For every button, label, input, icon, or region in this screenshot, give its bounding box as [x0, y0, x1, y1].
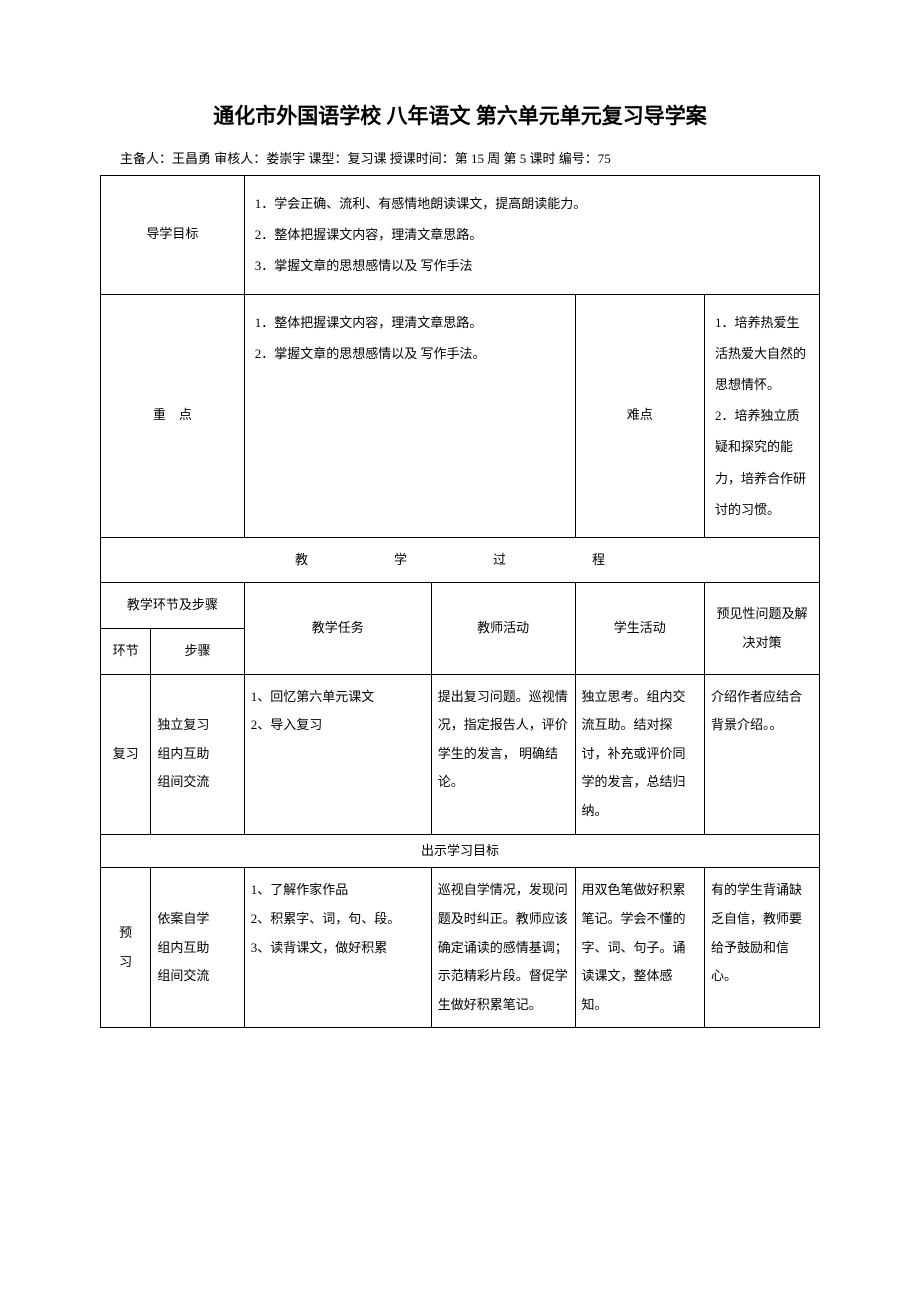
review-teacher: 提出复习问题。巡视情况，指定报告人，评价学生的发言， 明确结论。 — [431, 674, 575, 834]
document-meta: 主备人：王昌勇 审核人：娄崇宇 课型：复习课 授课时间：第 15 周 第 5 课… — [100, 148, 820, 167]
show-goals: 出示学习目标 — [101, 834, 820, 868]
row-goals: 导学目标 1．学会正确、流利、有感情地朗读课文，提高朗读能力。2．整体把握课文内… — [101, 176, 820, 295]
row-review: 复习 独立复习组内互助组间交流 1、回忆第六单元课文2、导入复习 提出复习问题。… — [101, 674, 820, 834]
header-teacher: 教师活动 — [431, 583, 575, 674]
header-steps: 步骤 — [151, 629, 244, 675]
row-show-goals: 出示学习目标 — [101, 834, 820, 868]
row-header-1: 教学环节及步骤 教学任务 教师活动 学生活动 预见性问题及解决对策 — [101, 583, 820, 629]
row-process-header: 教 学 过 程 — [101, 537, 820, 583]
header-issues: 预见性问题及解决对策 — [704, 583, 819, 674]
preview-student: 用双色笔做好积累笔记。学会不懂的字、词、句子。诵读课文，整体感知。 — [575, 868, 704, 1028]
row-keypoints: 重 点 1．整体把握课文内容，理清文章思路。2．掌握文章的思想感情以及 写作手法… — [101, 294, 820, 537]
review-issues: 介绍作者应结合背景介绍。。 — [704, 674, 819, 834]
header-task: 教学任务 — [244, 583, 431, 674]
preview-task: 1、了解作家作品2、积累字、词，句、段。3、读背课文，做好积累 — [244, 868, 431, 1028]
preview-teacher: 巡视自学情况，发现问题及时纠正。教师应该确定诵读的感情基调；示范精彩片段。督促学… — [431, 868, 575, 1028]
goals-label: 导学目标 — [101, 176, 245, 295]
review-student: 独立思考。组内交流互助。结对探讨，补充或评价同学的发言，总结归纳。 — [575, 674, 704, 834]
preview-steps: 依案自学组内互助组间交流 — [151, 868, 244, 1028]
difficulties-label: 难点 — [575, 294, 704, 537]
review-steps: 独立复习组内互助组间交流 — [151, 674, 244, 834]
preview-issues: 有的学生背诵缺乏自信，教师要给予鼓励和信心。 — [704, 868, 819, 1028]
header-student: 学生活动 — [575, 583, 704, 674]
row-preview: 预 习 依案自学组内互助组间交流 1、了解作家作品2、积累字、词，句、段。3、读… — [101, 868, 820, 1028]
difficulties-text: 1．培养热爱生活热爱大自然的思想情怀。2．培养独立质疑和探究的能力，培养合作研讨… — [704, 294, 819, 537]
preview-stage: 预 习 — [101, 868, 151, 1028]
header-stage: 环节 — [101, 629, 151, 675]
keypoints-text: 1．整体把握课文内容，理清文章思路。2．掌握文章的思想感情以及 写作手法。 — [244, 294, 575, 537]
document-title: 通化市外国语学校 八年语文 第六单元单元复习导学案 — [100, 100, 820, 130]
lesson-plan-table: 导学目标 1．学会正确、流利、有感情地朗读课文，提高朗读能力。2．整体把握课文内… — [100, 175, 820, 1028]
header-stage-steps: 教学环节及步骤 — [101, 583, 245, 629]
review-task: 1、回忆第六单元课文2、导入复习 — [244, 674, 431, 834]
keypoints-label: 重 点 — [101, 294, 245, 537]
review-stage: 复习 — [101, 674, 151, 834]
goals-text: 1．学会正确、流利、有感情地朗读课文，提高朗读能力。2．整体把握课文内容，理清文… — [244, 176, 819, 295]
process-header: 教 学 过 程 — [101, 537, 820, 583]
